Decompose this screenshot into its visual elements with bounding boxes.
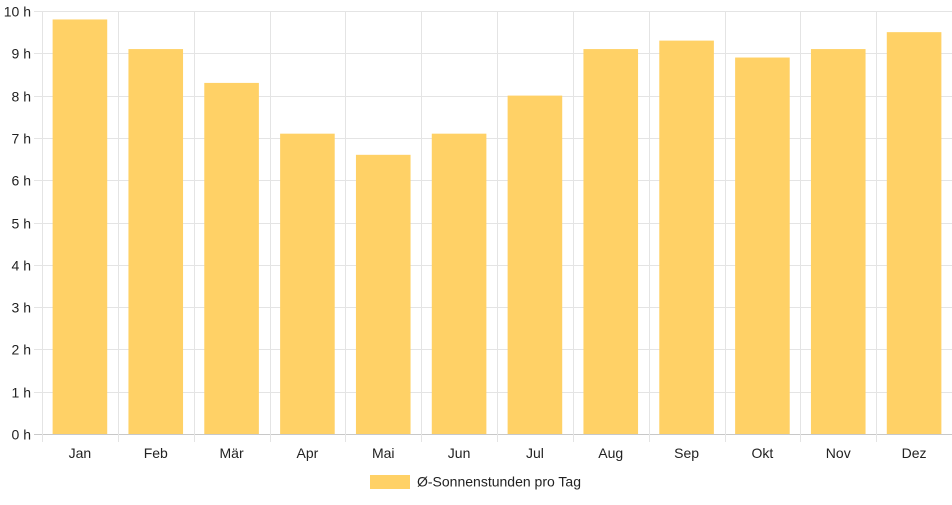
y-tick-label: 0 h: [12, 427, 31, 443]
legend-swatch[interactable]: [370, 475, 410, 489]
x-tick-label: Jun: [448, 445, 471, 461]
y-tick-label: 1 h: [12, 385, 31, 401]
x-tick-label: Nov: [826, 445, 851, 461]
bar-feb[interactable]: [128, 49, 184, 434]
legend-label[interactable]: Ø-Sonnenstunden pro Tag: [417, 474, 581, 490]
bars-layer: [52, 19, 942, 435]
y-tick-label: 5 h: [12, 216, 31, 232]
y-tick-label: 3 h: [12, 300, 31, 316]
bar-mai[interactable]: [355, 154, 411, 434]
x-tick-label: Mär: [220, 445, 244, 461]
y-tick-label: 8 h: [12, 89, 31, 105]
y-tick-label: 10 h: [4, 4, 31, 20]
bar-apr[interactable]: [280, 133, 335, 435]
bar-sep[interactable]: [659, 40, 714, 435]
bar-jan[interactable]: [52, 19, 108, 435]
x-tick-label: Feb: [144, 445, 168, 461]
bar-aug[interactable]: [583, 49, 639, 434]
bar-nov[interactable]: [810, 49, 866, 434]
x-tick-label: Aug: [598, 445, 623, 461]
y-tick-label: 6 h: [12, 173, 31, 189]
x-tick-label: Sep: [674, 445, 699, 461]
bar-mär[interactable]: [204, 82, 259, 434]
y-tick-label: 9 h: [12, 46, 31, 62]
legend[interactable]: Ø-Sonnenstunden pro Tag: [370, 474, 581, 490]
x-tick-label: Jul: [526, 445, 544, 461]
x-tick-label: Okt: [752, 445, 774, 461]
x-tick-label: Mai: [372, 445, 395, 461]
axis-layer: 0 h 1 h 2 h 3 h 4 h 5 h 6 h 7 h 8 h 9 h 10 h Jan Feb…: [4, 4, 927, 462]
y-tick-label: 2 h: [12, 342, 31, 358]
x-tick-label: Jan: [69, 445, 92, 461]
bar-jul[interactable]: [507, 95, 563, 434]
bar-okt[interactable]: [735, 57, 790, 434]
bar-dez[interactable]: [886, 32, 942, 435]
bar-jun[interactable]: [431, 133, 487, 435]
x-tick-label: Dez: [902, 445, 927, 461]
y-tick-label: 4 h: [12, 258, 31, 274]
grid-layer: [34, 11, 952, 442]
x-tick-label: Apr: [297, 445, 319, 461]
y-tick-label: 7 h: [12, 131, 31, 147]
